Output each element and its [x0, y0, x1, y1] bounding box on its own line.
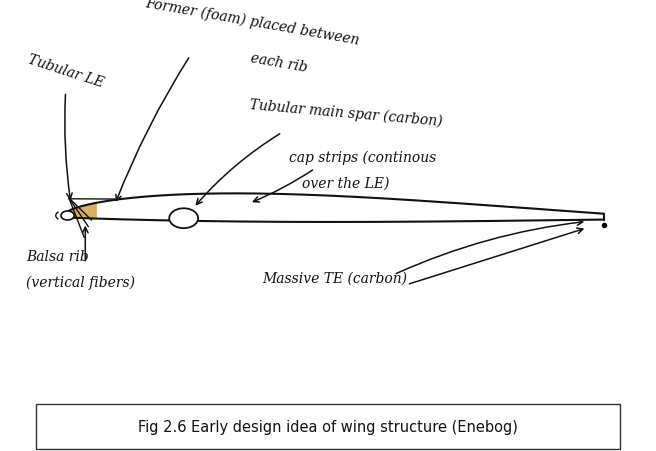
Text: Massive TE (carbon): Massive TE (carbon): [262, 271, 407, 285]
Circle shape: [169, 209, 198, 229]
Text: Tubular LE: Tubular LE: [26, 53, 106, 90]
FancyBboxPatch shape: [36, 404, 620, 449]
Text: (vertical fibers): (vertical fibers): [26, 275, 135, 290]
Text: each rib: each rib: [249, 51, 308, 74]
Circle shape: [61, 212, 74, 221]
Text: Fig 2.6 Early design idea of wing structure (Enebog): Fig 2.6 Early design idea of wing struct…: [138, 419, 518, 434]
Text: Former (foam) placed between: Former (foam) placed between: [144, 0, 361, 47]
Text: Balsa rib: Balsa rib: [26, 250, 89, 264]
Text: cap strips (continous: cap strips (continous: [289, 150, 436, 165]
Text: Tubular main spar (carbon): Tubular main spar (carbon): [249, 97, 443, 129]
Polygon shape: [66, 203, 96, 219]
Text: over the LE): over the LE): [302, 176, 389, 190]
